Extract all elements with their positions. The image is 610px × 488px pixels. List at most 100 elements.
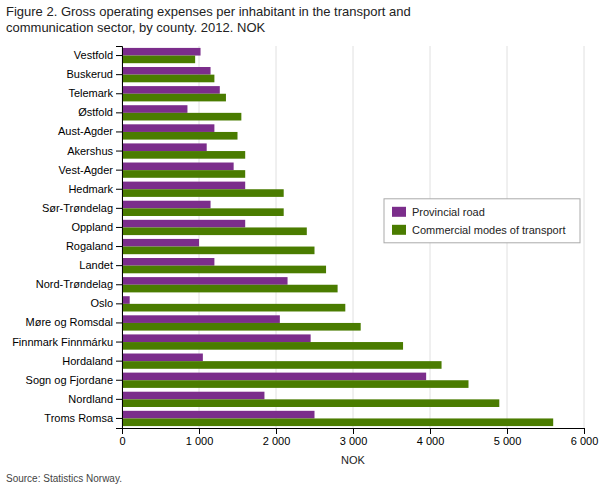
bar bbox=[122, 334, 311, 342]
x-axis: 01 0002 0003 0004 0005 0006 000 bbox=[119, 428, 598, 447]
axis-line bbox=[116, 47, 123, 429]
tick-label: Vestfold bbox=[74, 49, 113, 61]
y-axis: Vestfold Buskerud Telemark Østfold Aust-Agde… bbox=[12, 47, 122, 429]
tick-mark bbox=[116, 380, 122, 381]
tick-label: Hordaland bbox=[62, 355, 113, 367]
bar bbox=[122, 132, 238, 140]
title: communication sector, by county. 2012. N… bbox=[6, 20, 265, 35]
axis-line bbox=[123, 429, 585, 435]
tick: 2 000 bbox=[263, 428, 291, 447]
tick-mark bbox=[584, 428, 585, 434]
tick: Nord-Trøndelag bbox=[36, 278, 122, 290]
tick-label: Sogn og Fjordane bbox=[26, 374, 113, 386]
tick-label: Troms Romsa bbox=[44, 412, 114, 424]
bar bbox=[122, 94, 226, 102]
grid bbox=[122, 46, 584, 428]
tick: Landet bbox=[79, 259, 122, 271]
tick: 0 bbox=[119, 428, 125, 447]
tick-label: 4 000 bbox=[417, 435, 445, 447]
tick-mark bbox=[116, 208, 122, 209]
tick-mark bbox=[116, 342, 122, 343]
tick-mark bbox=[116, 227, 122, 228]
tick: Oppland bbox=[71, 221, 122, 233]
tick-mark bbox=[116, 170, 122, 171]
tick-mark bbox=[116, 93, 122, 94]
legend-swatch bbox=[392, 225, 406, 235]
tick-label: 1 000 bbox=[186, 435, 214, 447]
bar bbox=[122, 105, 187, 113]
tick-label: Oppland bbox=[71, 221, 113, 233]
bar bbox=[122, 67, 211, 75]
tick-label: Finnmark Finnmárku bbox=[12, 336, 113, 348]
bar bbox=[122, 170, 245, 178]
tick-label: Oslo bbox=[90, 297, 113, 309]
bar bbox=[122, 163, 234, 171]
tick: Sør-Trøndelag bbox=[42, 202, 122, 214]
tick-label: Hedmark bbox=[68, 183, 113, 195]
grid-line bbox=[199, 46, 200, 428]
tick: Rogaland bbox=[66, 240, 122, 252]
bar bbox=[122, 373, 426, 381]
tick: 1 000 bbox=[186, 428, 214, 447]
legend-frame bbox=[384, 199, 580, 243]
tick-mark bbox=[116, 55, 122, 56]
tick-label: Akershus bbox=[67, 145, 113, 157]
tick-mark bbox=[116, 131, 122, 132]
bar bbox=[122, 151, 245, 159]
bar bbox=[122, 189, 284, 197]
tick: 4 000 bbox=[417, 428, 445, 447]
grid-line bbox=[584, 46, 585, 428]
bar bbox=[122, 315, 280, 323]
title: Figure 2. Gross operating expenses per i… bbox=[6, 4, 411, 19]
tick: Vestfold bbox=[74, 49, 122, 61]
tick-label: 2 000 bbox=[263, 435, 291, 447]
bar bbox=[122, 247, 315, 255]
tick-label: Buskerud bbox=[67, 68, 113, 80]
bar bbox=[122, 239, 199, 247]
tick-label: Østfold bbox=[78, 106, 113, 118]
bar bbox=[122, 143, 207, 151]
annotation: Source: Statistics Norway. bbox=[6, 473, 122, 484]
bar bbox=[122, 392, 264, 400]
tick-label: Vest-Agder bbox=[59, 164, 114, 176]
tick-label: Møre og Romsdal bbox=[26, 316, 113, 328]
x-axis-title: NOK bbox=[341, 454, 366, 466]
legend-swatch bbox=[392, 207, 406, 217]
bar bbox=[122, 380, 469, 388]
plot: 01 0002 0003 0004 0005 0006 000VestfoldB… bbox=[12, 46, 598, 447]
bar bbox=[122, 285, 338, 293]
tick: 5 000 bbox=[494, 428, 522, 447]
tick-mark bbox=[116, 189, 122, 190]
tick-label: 0 bbox=[119, 435, 125, 447]
chart: Figure 2. Gross operating expenses per i… bbox=[0, 0, 610, 488]
tick-mark bbox=[276, 428, 277, 434]
tick: Vest-Agder bbox=[59, 164, 122, 176]
tick-label: Landet bbox=[79, 259, 113, 271]
tick-mark bbox=[116, 303, 122, 304]
tick: Hedmark bbox=[68, 183, 122, 195]
bar bbox=[122, 220, 245, 228]
tick: Finnmark Finnmárku bbox=[12, 336, 122, 348]
bar bbox=[122, 304, 345, 312]
bar bbox=[122, 56, 195, 64]
legend-label: Provincial road bbox=[412, 206, 485, 218]
legend: Provincial roadCommercial modes of trans… bbox=[384, 199, 580, 243]
bar bbox=[122, 411, 315, 419]
tick-mark bbox=[199, 428, 200, 434]
bar bbox=[122, 227, 307, 235]
tick: Nordland bbox=[68, 393, 122, 405]
tick: Telemark bbox=[68, 87, 122, 99]
tick-label: Telemark bbox=[68, 87, 113, 99]
tick: Møre og Romsdal bbox=[26, 316, 122, 328]
bar bbox=[122, 201, 211, 209]
tick-label: Nord-Trøndelag bbox=[36, 278, 113, 290]
bar bbox=[122, 277, 288, 285]
tick-mark bbox=[116, 151, 122, 152]
tick-mark bbox=[116, 418, 122, 419]
tick: Akershus bbox=[67, 145, 122, 157]
tick: 6 000 bbox=[571, 428, 599, 447]
bar bbox=[122, 342, 403, 350]
tick-mark bbox=[507, 428, 508, 434]
tick-label: Aust-Agder bbox=[58, 125, 113, 137]
tick-label: 5 000 bbox=[494, 435, 522, 447]
